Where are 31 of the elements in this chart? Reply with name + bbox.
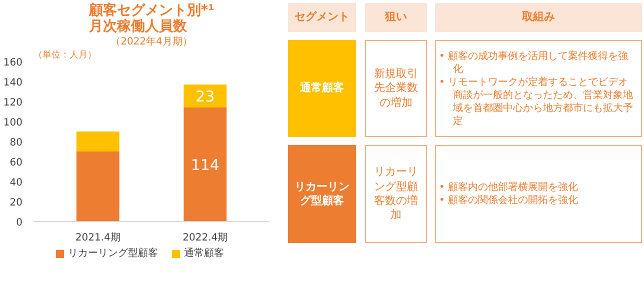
text: • 顧客内の他部署横展開を強化 • 顧客の関係会社の開拓を強化 [439,181,580,207]
text: 取組み [520,10,556,25]
y-tick-label: 140 [3,78,23,88]
data-label: 23 [196,88,215,106]
y-tick-label: 20 [10,198,23,208]
chart-subtitle: （2022年4月期） [110,36,192,48]
chart-title: 顧客セグメント別*¹ 月次稼働人員数 [88,2,214,34]
y-tick-label: 160 [3,58,23,68]
text: リカーリング型顧客 [294,180,350,208]
y-tick-label: 100 [3,118,23,128]
text: リカーリング型顧客数の増加 [373,165,419,223]
y-tick-label: 0 [16,218,23,228]
x-tick-label: 2021.4期 [75,232,120,244]
x-tick-label: 2022.4期 [182,232,228,244]
y-tick-label: 120 [3,98,23,108]
legend-label: リカーリング型顧客 [67,246,158,261]
text: 新規取引先企業数の増加 [373,67,419,110]
y-tick-label: 80 [10,138,23,148]
y-tick-label: 40 [10,178,23,188]
text: セグメント [294,10,350,25]
text: • 顧客の成功事例を活用して案件獲得を強化 • リモートワークが定着することでビデオ商談が一般的となったため、営業対象地域を首都圏中心から地方都市にも拡大予定 [439,50,634,128]
text: 通常顧客 [299,81,345,96]
bar [184,108,227,222]
bar [76,132,120,152]
bar [76,152,120,222]
bar [184,84,227,108]
data-label: 114 [190,156,220,174]
legend-label: 通常顧客 [183,246,224,261]
y-tick-label: 60 [10,158,23,168]
y-axis-title: （単位：人月） [34,50,96,60]
text: 狙い [384,10,408,25]
